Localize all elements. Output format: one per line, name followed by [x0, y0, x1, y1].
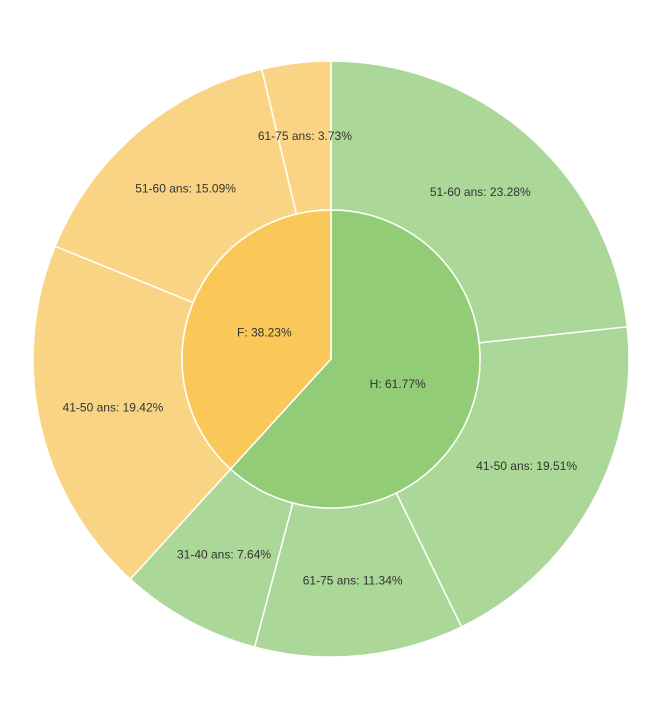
outer-ring — [32, 60, 630, 658]
outer-label-f-61-75-ans: 61-75 ans: 3.73% — [258, 129, 352, 143]
chart-labels: 51-60 ans: 23.28% 41-50 ans: 19.51% 61-75 … — [63, 129, 578, 587]
inner-slice-f-f[interactable] — [181, 209, 332, 471]
outer-label-h-31-40-ans: 31-40 ans: 7.64% — [177, 547, 271, 561]
outer-label-h-41-50-ans: 41-50 ans: 19.51% — [476, 459, 577, 473]
outer-label-h-51-60-ans: 51-60 ans: 23.28% — [430, 185, 531, 199]
outer-label-f-41-50-ans: 41-50 ans: 19.42% — [63, 400, 164, 414]
inner-ring — [181, 209, 481, 509]
inner-label-f-f: F: 38.23% — [237, 325, 292, 339]
inner-slice-h-h[interactable] — [229, 209, 481, 509]
outer-label-h-61-75-ans: 61-75 ans: 11.34% — [303, 574, 403, 588]
outer-label-f-51-60-ans: 51-60 ans: 15.09% — [135, 181, 236, 195]
inner-label-h-h: H: 61.77% — [370, 377, 426, 391]
